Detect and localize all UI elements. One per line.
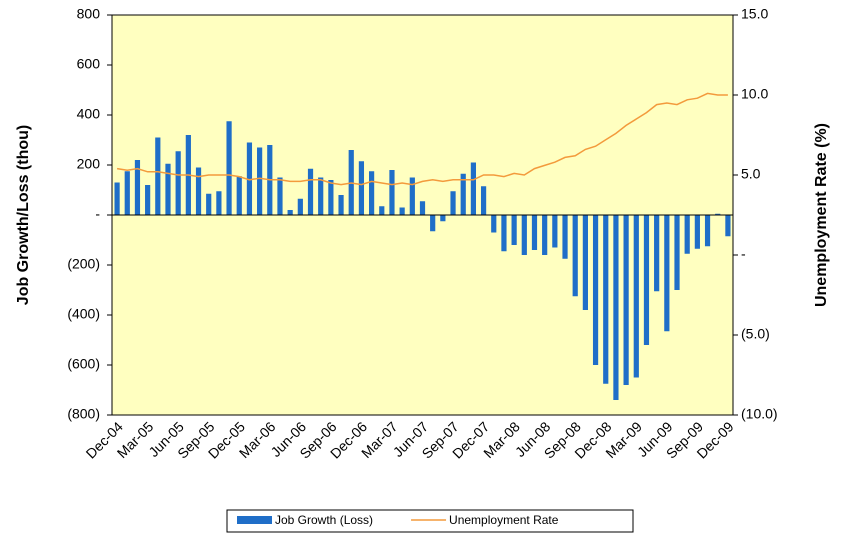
bar — [145, 185, 151, 215]
bar — [206, 193, 212, 215]
y-tick-label: - — [95, 206, 100, 222]
y2-tick-label: (10.0) — [741, 406, 778, 422]
bar — [674, 215, 680, 290]
bar — [491, 215, 497, 233]
y2-tick-label: (5.0) — [741, 326, 770, 342]
bar — [715, 213, 721, 215]
y-tick-label: (400) — [67, 306, 100, 322]
y-tick-label: 200 — [77, 156, 101, 172]
bar — [358, 161, 365, 215]
y-tick-label: 800 — [77, 6, 101, 22]
bar — [542, 215, 548, 255]
bar — [440, 215, 446, 222]
bar — [124, 171, 130, 215]
bar — [328, 180, 334, 215]
y-tick-label: (200) — [67, 256, 100, 272]
bar — [155, 137, 161, 215]
bar — [470, 162, 477, 215]
bar — [725, 215, 731, 237]
bar — [257, 147, 263, 215]
y2-tick-label: 5.0 — [741, 166, 761, 182]
bar — [511, 215, 517, 245]
y-tick-label: (800) — [67, 406, 100, 422]
legend-label: Job Growth (Loss) — [275, 513, 373, 527]
y2-tick-label: 15.0 — [741, 6, 768, 22]
bar — [165, 163, 171, 215]
bar — [501, 215, 507, 252]
bar — [694, 215, 700, 249]
bar — [409, 177, 415, 215]
legend-box — [226, 509, 634, 533]
line — [116, 92, 728, 186]
bar — [368, 171, 375, 215]
bar — [562, 215, 568, 259]
bar — [277, 177, 283, 215]
bar — [582, 215, 588, 310]
bar — [684, 215, 690, 254]
bar — [236, 176, 242, 215]
bar — [307, 168, 314, 215]
bar — [654, 215, 660, 292]
legend-label: Unemployment Rate — [449, 513, 559, 527]
bar — [338, 195, 344, 215]
bar — [379, 206, 385, 215]
bar — [592, 215, 599, 365]
bar — [552, 215, 558, 248]
y-tick-label: 400 — [77, 106, 101, 122]
bar — [531, 215, 538, 250]
bar — [226, 121, 232, 215]
bar — [134, 160, 141, 215]
bar — [704, 215, 711, 247]
bar — [246, 142, 253, 215]
bar — [460, 173, 466, 215]
bar — [195, 167, 202, 215]
bar — [633, 215, 639, 378]
bar — [613, 215, 619, 400]
y2-tick-label: 10.0 — [741, 86, 768, 102]
bar — [297, 198, 303, 215]
bar — [450, 191, 456, 215]
y2-tick-label: - — [741, 246, 746, 262]
y-tick-label: 600 — [77, 56, 101, 72]
legend: Job Growth (Loss) Unemployment Rate — [226, 509, 634, 533]
bar — [287, 210, 293, 215]
y-tick-label: (600) — [67, 356, 100, 372]
bar — [114, 182, 120, 215]
bar — [664, 215, 670, 332]
bar — [480, 186, 487, 215]
y2-axis-title: Unemployment Rate (%) — [813, 123, 830, 307]
bar — [603, 215, 609, 384]
bar — [389, 170, 395, 215]
y-axis-title: Job Growth/Loss (thou) — [15, 125, 32, 305]
bar — [623, 215, 629, 385]
bar — [419, 201, 426, 215]
bar — [521, 215, 527, 255]
bar — [572, 215, 578, 297]
bar — [216, 191, 222, 215]
legend-swatch — [237, 516, 272, 524]
bar — [430, 215, 436, 232]
bar — [175, 151, 181, 215]
bar — [318, 177, 324, 215]
bar — [643, 215, 650, 345]
bar — [399, 207, 405, 215]
